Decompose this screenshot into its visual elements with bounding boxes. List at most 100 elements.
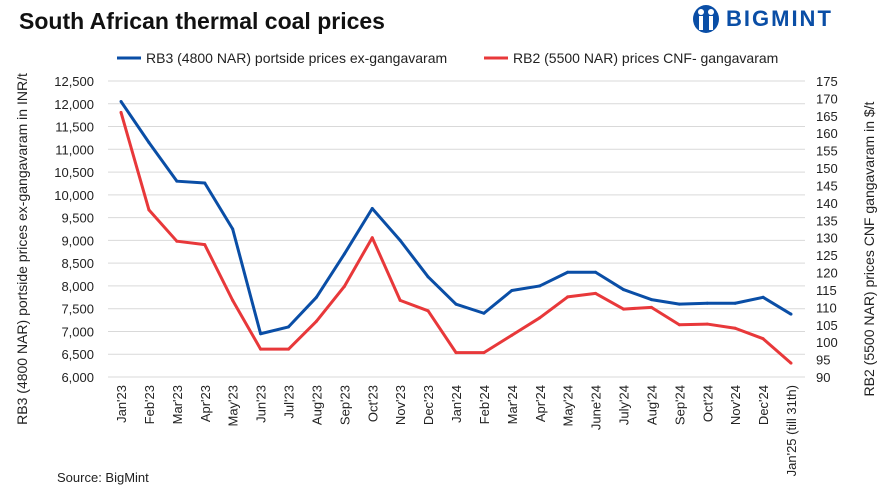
data-point xyxy=(622,307,625,311)
y-tick-label: 6,000 xyxy=(61,370,94,385)
x-tick-label: Oct'23 xyxy=(365,385,380,422)
data-point xyxy=(566,270,570,274)
data-point xyxy=(314,319,318,323)
data-point xyxy=(342,252,346,256)
data-point xyxy=(594,270,598,274)
legend-item-2: RB2 (5500 NAR) prices CNF- gangavaram xyxy=(513,50,778,66)
y-tick-label: 10,500 xyxy=(54,165,94,180)
y-tick-label: 7,500 xyxy=(61,302,94,317)
bigmint-logo-icon xyxy=(693,5,719,33)
y2-axis-title: RB2 (5500 NAR) prices CNF gangavaram in … xyxy=(861,101,877,396)
data-point xyxy=(538,316,542,320)
x-tick-label: Jan'23 xyxy=(114,385,129,423)
x-tick-label: Feb'23 xyxy=(142,385,157,424)
chart-title: South African thermal coal prices xyxy=(19,8,385,34)
x-tick-label: Aug'24 xyxy=(644,385,659,425)
data-point xyxy=(454,302,458,306)
x-tick-label: Nov'24 xyxy=(728,385,743,425)
data-point xyxy=(259,347,263,351)
y-tick-label: 12,500 xyxy=(54,74,94,89)
y2-tick-label: 140 xyxy=(816,196,838,211)
data-point xyxy=(510,333,514,337)
legend-item-1: RB3 (4800 NAR) portside prices ex-gangav… xyxy=(146,50,447,66)
y-tick-label: 8,000 xyxy=(61,279,94,294)
data-point xyxy=(119,110,123,114)
data-point xyxy=(119,99,123,103)
x-tick-label: Sep'24 xyxy=(672,385,687,425)
x-tick-label: Mar'23 xyxy=(170,385,185,424)
x-tick-label: May'24 xyxy=(561,385,576,427)
y-tick-label: 7,000 xyxy=(61,324,94,339)
data-point xyxy=(789,312,793,316)
data-point xyxy=(231,298,235,302)
x-tick-label: Dec'24 xyxy=(756,385,771,425)
data-point xyxy=(370,207,374,211)
data-point xyxy=(482,311,486,315)
x-tick-label: May'23 xyxy=(226,385,241,427)
x-tick-label: Oct'24 xyxy=(700,385,715,422)
y2-tick-label: 155 xyxy=(816,144,838,159)
data-point xyxy=(566,295,570,299)
data-point xyxy=(287,347,290,351)
y2-tick-label: 135 xyxy=(816,213,838,228)
bigmint-logo: BIGMINT xyxy=(692,4,833,34)
y2-tick-label: 160 xyxy=(816,126,838,141)
x-tick-label: Apr'24 xyxy=(533,385,548,422)
series-line-2 xyxy=(119,111,792,365)
y2-tick-label: 110 xyxy=(816,300,837,315)
y2-tick-label: 115 xyxy=(816,283,837,298)
data-point xyxy=(705,322,709,326)
x-tick-label: Mar'24 xyxy=(505,385,520,424)
y2-tick-label: 105 xyxy=(816,318,838,333)
data-point xyxy=(175,239,179,243)
data-point xyxy=(454,351,458,355)
data-point xyxy=(482,351,486,355)
x-tick-label: Aug'23 xyxy=(309,385,324,425)
data-point xyxy=(342,284,346,288)
data-point xyxy=(677,323,681,327)
y2-tick-label: 90 xyxy=(816,370,830,385)
x-tick-label: Jul'23 xyxy=(282,385,297,419)
source-note: Source: BigMint xyxy=(57,470,149,485)
data-point xyxy=(761,337,765,341)
x-tick-label: July'24 xyxy=(617,385,632,425)
data-point xyxy=(789,361,793,365)
y2-tick-label: 120 xyxy=(816,266,838,281)
y2-tick-label: 100 xyxy=(816,335,838,350)
y2-tick-label: 165 xyxy=(816,109,838,124)
data-point xyxy=(231,227,235,231)
x-tick-label: Dec'23 xyxy=(421,385,436,425)
y-tick-label: 8,500 xyxy=(61,256,94,271)
x-tick-label: Feb'24 xyxy=(477,385,492,424)
data-point xyxy=(426,309,430,313)
data-point xyxy=(622,288,625,292)
y-tick-label: 9,500 xyxy=(61,211,94,226)
data-point xyxy=(147,208,151,212)
y2-tick-label: 175 xyxy=(816,74,838,89)
x-tick-label: Jun'23 xyxy=(254,385,269,423)
data-point xyxy=(733,326,737,330)
x-tick-label: Jan'24 xyxy=(449,385,464,423)
data-point xyxy=(761,295,765,299)
y-tick-label: 11,000 xyxy=(55,142,94,157)
x-tick-label: Apr'23 xyxy=(198,385,213,422)
data-point xyxy=(733,301,737,305)
data-point xyxy=(398,298,402,302)
data-point xyxy=(538,284,542,288)
y2-tick-label: 145 xyxy=(816,178,838,193)
data-point xyxy=(203,243,207,247)
y2-tick-label: 95 xyxy=(816,353,830,368)
data-point xyxy=(398,238,402,242)
x-tick-label: Jan'25 (till 31th) xyxy=(784,385,799,476)
data-point xyxy=(175,179,179,183)
data-point xyxy=(203,181,207,185)
logo-text: BIGMINT xyxy=(726,6,833,31)
data-point xyxy=(370,236,374,240)
data-point xyxy=(314,295,318,299)
data-point xyxy=(147,140,151,144)
x-tick-label: Sep'23 xyxy=(337,385,352,425)
data-point xyxy=(649,305,653,309)
data-point xyxy=(426,275,430,279)
